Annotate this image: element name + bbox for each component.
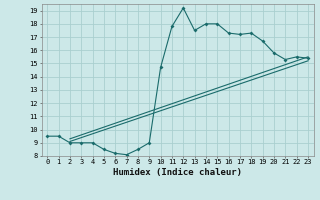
X-axis label: Humidex (Indice chaleur): Humidex (Indice chaleur)	[113, 168, 242, 177]
